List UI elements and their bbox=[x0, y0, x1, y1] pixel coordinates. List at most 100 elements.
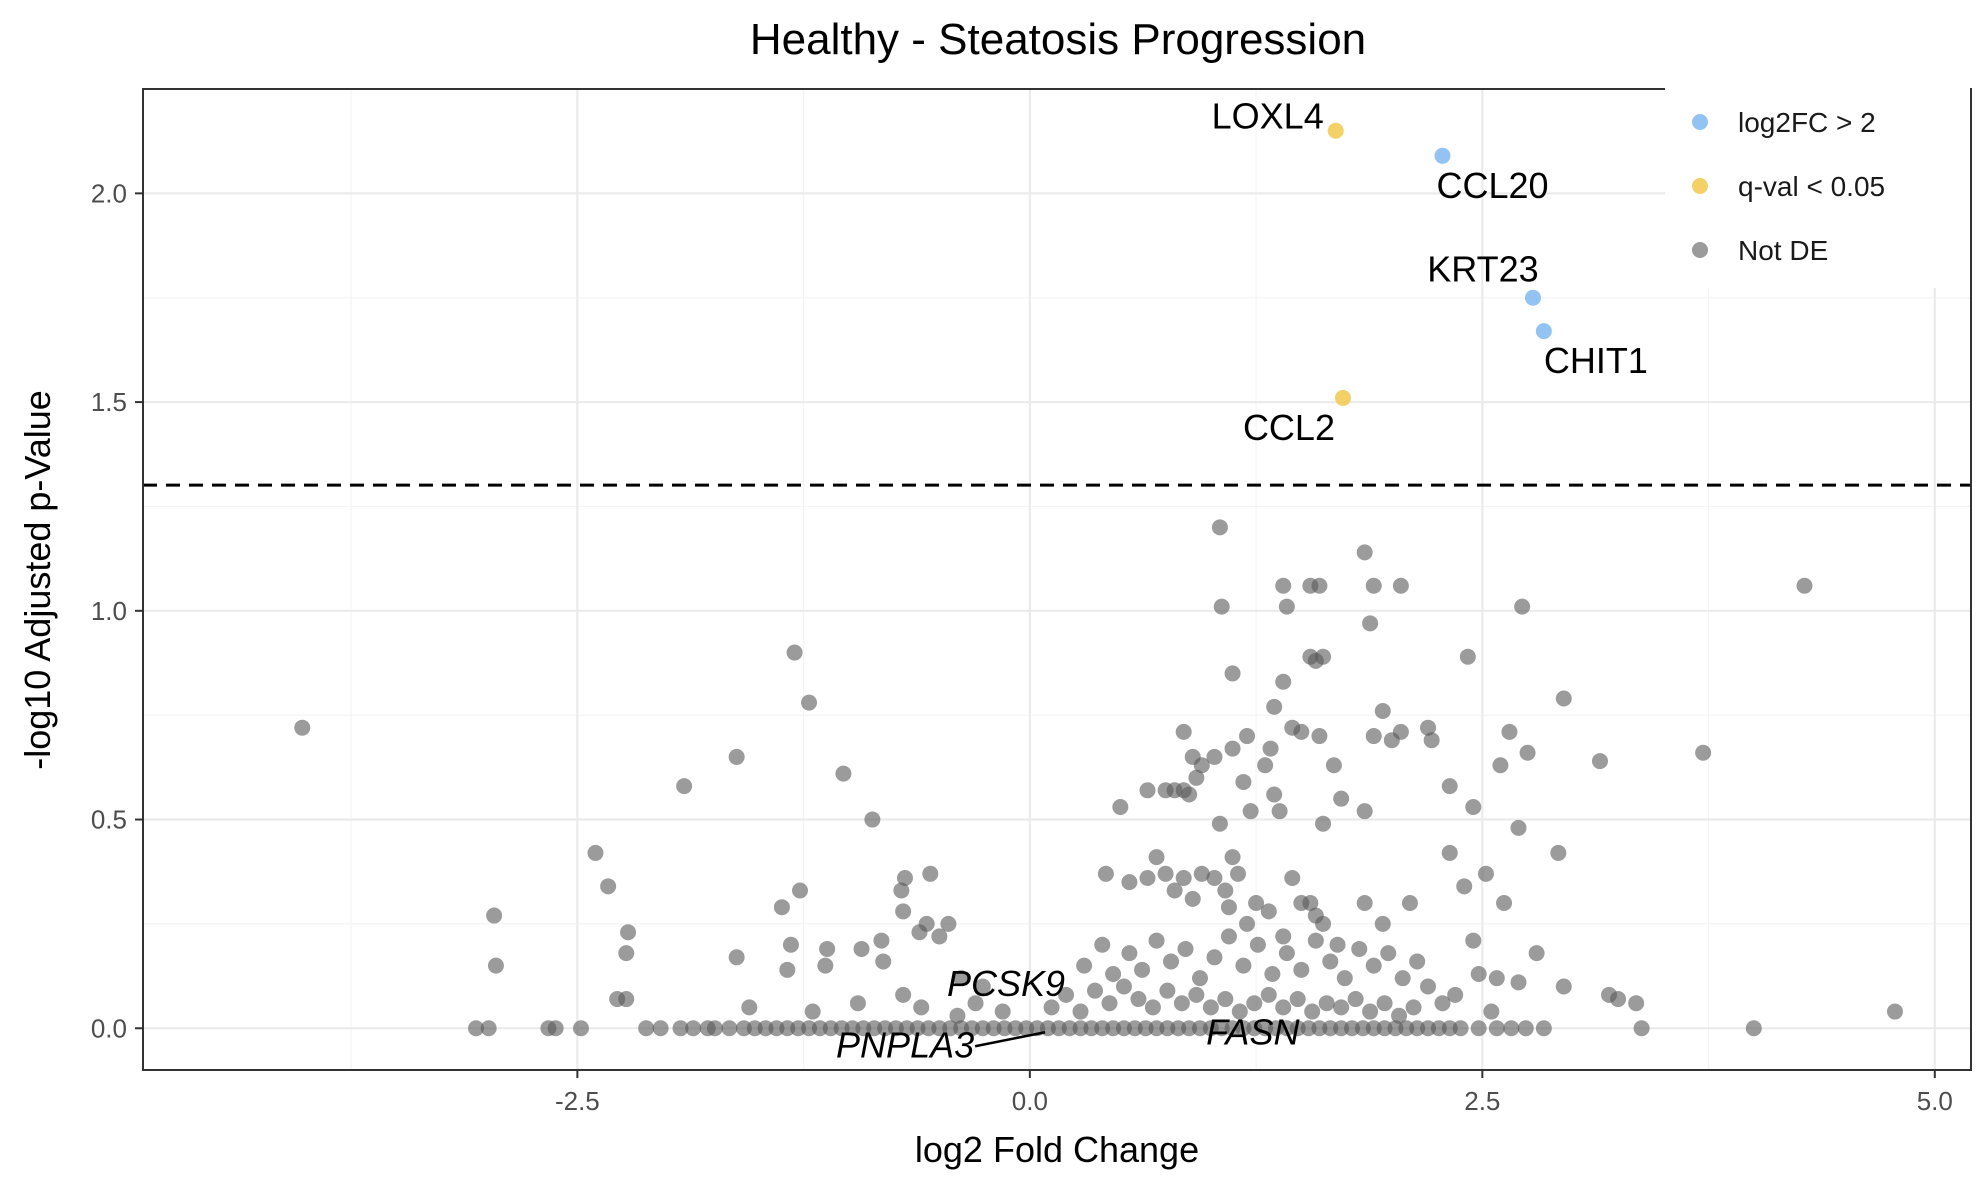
data-point bbox=[1550, 844, 1567, 861]
data-point bbox=[1351, 940, 1368, 957]
gene-label: LOXL4 bbox=[1212, 96, 1324, 137]
legend-key bbox=[1692, 114, 1708, 130]
data-point bbox=[1159, 982, 1176, 999]
data-point bbox=[1365, 957, 1382, 974]
data-point bbox=[1496, 895, 1513, 912]
data-point bbox=[1356, 803, 1373, 820]
data-point bbox=[779, 961, 796, 978]
data-point bbox=[1405, 999, 1422, 1016]
data-point bbox=[1266, 786, 1283, 803]
data-point bbox=[1191, 970, 1208, 987]
data-point bbox=[1130, 991, 1147, 1008]
data-point bbox=[620, 924, 637, 941]
data-point bbox=[1362, 1003, 1379, 1020]
data-point bbox=[487, 957, 504, 974]
gene-label: CCL20 bbox=[1436, 165, 1548, 206]
data-point bbox=[1188, 769, 1205, 786]
x-axis-title: log2 Fold Change bbox=[915, 1129, 1199, 1170]
data-point bbox=[1202, 999, 1219, 1016]
data-point bbox=[1492, 757, 1509, 774]
data-point bbox=[1441, 844, 1458, 861]
data-point bbox=[1528, 945, 1545, 962]
data-point bbox=[1076, 957, 1093, 974]
data-point bbox=[1420, 978, 1437, 995]
data-point bbox=[1275, 577, 1292, 594]
y-axis: 0.0 0.5 1.0 1.5 2.0 bbox=[91, 178, 143, 1043]
data-point bbox=[672, 1020, 689, 1037]
data-point bbox=[817, 957, 834, 974]
y-tick-label: 1.0 bbox=[91, 596, 127, 626]
data-point bbox=[1510, 974, 1527, 991]
plot-border bbox=[142, 88, 1972, 1071]
data-point bbox=[1271, 803, 1288, 820]
data-point bbox=[1249, 936, 1266, 953]
data-point bbox=[1633, 1020, 1650, 1037]
data-point bbox=[1483, 1003, 1500, 1020]
data-point bbox=[1380, 945, 1397, 962]
data-point bbox=[1796, 577, 1813, 594]
data-point bbox=[786, 644, 803, 661]
data-point bbox=[1315, 815, 1332, 832]
data-point bbox=[468, 1020, 485, 1037]
data-point bbox=[1327, 122, 1344, 139]
legend-key bbox=[1692, 178, 1708, 194]
data-point bbox=[1465, 932, 1482, 949]
data-point bbox=[1356, 544, 1373, 561]
data-point bbox=[1173, 995, 1190, 1012]
data-point bbox=[791, 882, 808, 899]
data-point bbox=[1134, 961, 1151, 978]
data-point bbox=[1289, 991, 1306, 1008]
data-point bbox=[849, 995, 866, 1012]
data-point bbox=[1392, 577, 1409, 594]
data-point bbox=[1503, 1020, 1520, 1037]
data-point bbox=[1087, 982, 1104, 999]
data-point bbox=[1239, 728, 1256, 745]
data-point bbox=[864, 811, 881, 828]
data-point bbox=[1220, 899, 1237, 916]
data-point bbox=[1224, 849, 1241, 866]
data-point bbox=[1177, 940, 1194, 957]
data-point bbox=[1097, 865, 1114, 882]
data-point bbox=[1318, 995, 1335, 1012]
data-point bbox=[1235, 957, 1252, 974]
data-point bbox=[1555, 690, 1572, 707]
data-point bbox=[1229, 865, 1246, 882]
data-point bbox=[618, 945, 635, 962]
data-point bbox=[1336, 970, 1353, 987]
data-point bbox=[1519, 744, 1536, 761]
data-point bbox=[1525, 289, 1542, 306]
data-point bbox=[1374, 915, 1391, 932]
data-point bbox=[1591, 753, 1608, 770]
legend-label: q-val < 0.05 bbox=[1738, 171, 1885, 202]
data-point bbox=[1307, 932, 1324, 949]
data-point bbox=[1745, 1020, 1762, 1037]
data-point bbox=[1248, 895, 1265, 912]
data-point bbox=[1517, 1020, 1534, 1037]
y-tick-label: 2.0 bbox=[91, 178, 127, 208]
data-point bbox=[572, 1020, 589, 1037]
chart-title: Healthy - Steatosis Progression bbox=[750, 15, 1366, 64]
data-point bbox=[804, 1003, 821, 1020]
data-point bbox=[1139, 869, 1156, 886]
data-point bbox=[1231, 1003, 1248, 1020]
data-point bbox=[1394, 970, 1411, 987]
data-point bbox=[1391, 1007, 1408, 1024]
data-point bbox=[913, 999, 930, 1016]
data-point bbox=[1275, 928, 1292, 945]
data-point bbox=[1302, 577, 1319, 594]
data-point bbox=[1206, 869, 1223, 886]
legend-label: log2FC > 2 bbox=[1738, 107, 1876, 138]
data-point bbox=[1535, 323, 1552, 340]
data-point bbox=[819, 940, 836, 957]
data-point bbox=[1488, 1020, 1505, 1037]
data-point bbox=[1365, 577, 1382, 594]
data-point bbox=[1193, 865, 1210, 882]
data-point bbox=[931, 928, 948, 945]
data-point bbox=[922, 865, 939, 882]
data-point bbox=[1356, 895, 1373, 912]
legend: log2FC > 2 q-val < 0.05 Not DE bbox=[1665, 88, 1970, 288]
data-point bbox=[587, 844, 604, 861]
data-point bbox=[1157, 865, 1174, 882]
data-point bbox=[1628, 995, 1645, 1012]
